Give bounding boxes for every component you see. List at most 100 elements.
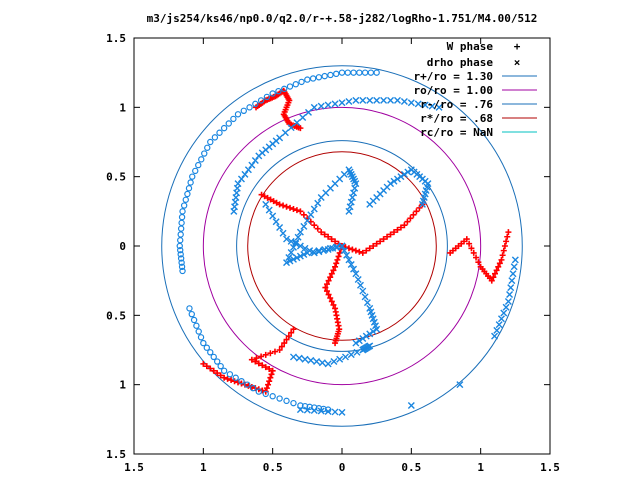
series-2-point-2-3 xyxy=(184,190,191,198)
series-1-point-1-3 xyxy=(244,166,252,174)
series-0-point-15-5 xyxy=(416,204,423,211)
series-0-point-11-2 xyxy=(325,233,332,240)
series-2-point-5-0 xyxy=(234,111,242,118)
series-1-point-34-2 xyxy=(509,270,517,278)
series-2-point-0-0 xyxy=(179,267,186,275)
series-0-point-36-0 xyxy=(200,360,207,367)
series-0-point-19-0 xyxy=(322,284,329,291)
series-0-point-26-3 xyxy=(493,267,500,274)
series-2-point-11-1 xyxy=(203,344,210,351)
series-2-point-10-0 xyxy=(186,305,193,312)
series-1-point-14-5 xyxy=(355,337,363,345)
series-0-point-18-2 xyxy=(328,270,335,277)
series-2-point-3-4 xyxy=(201,150,208,157)
series-1-point-35-3 xyxy=(497,315,505,323)
series-2-point-0-2 xyxy=(178,259,185,266)
series-2-point-4-5 xyxy=(230,115,237,123)
series-0-point-28-0 xyxy=(505,229,512,236)
series-1-point-34-3 xyxy=(508,277,516,285)
legend-label-r-minus: r-/ro = .76 xyxy=(420,98,493,111)
series-1-point-31-1 xyxy=(330,358,338,366)
series-0-point-15-0 xyxy=(401,222,408,229)
y-tick-label-3: 0 xyxy=(119,240,126,253)
series-1-point-7-0 xyxy=(435,103,443,111)
series-2-point-1-3 xyxy=(177,225,185,232)
series-2-point-9-0 xyxy=(373,69,380,76)
series-1-point-11-4 xyxy=(347,260,355,268)
series-2-point-4-3 xyxy=(220,124,228,132)
series-0-point-35-1 xyxy=(217,372,224,379)
series-2-point-13-5 xyxy=(290,399,297,407)
series-1-point-6-3 xyxy=(414,100,422,108)
series-0-point-26-5 xyxy=(496,260,503,267)
series-1-point-4-2 xyxy=(324,101,332,109)
series-2-point-6-1 xyxy=(275,87,282,95)
series-1-point-25-1 xyxy=(300,222,308,230)
series-0-point-14-1 xyxy=(384,233,391,240)
series-2-point-11-5 xyxy=(217,362,224,370)
series-1-point-6-4 xyxy=(421,101,429,109)
series-1-point-39-0 xyxy=(338,408,346,416)
series-1-point-22-5 xyxy=(309,248,317,256)
series-1-point-8-1 xyxy=(265,206,273,214)
series-1-point-18-3 xyxy=(397,173,405,181)
series-1-point-35-0 xyxy=(504,297,512,305)
series-1-point-5-1 xyxy=(359,96,367,104)
series-0-point-13-0 xyxy=(359,249,366,256)
series-0-point-14-5 xyxy=(397,224,404,231)
series-0-point-31-5 xyxy=(266,365,273,372)
x-tick-label-1: 1 xyxy=(200,461,207,474)
series-0-point-27-4 xyxy=(503,238,510,245)
series-0-point-17-3 xyxy=(335,253,342,260)
series-1-point-31-5 xyxy=(353,348,361,356)
series-0-point-26-0 xyxy=(488,277,495,284)
y-tick-label-1: 1 xyxy=(119,379,126,392)
series-1-point-5-0 xyxy=(352,96,360,104)
series-2-point-13-1 xyxy=(262,390,269,398)
series-1-point-14-0 xyxy=(373,325,381,333)
series-2-point-10-2 xyxy=(190,316,198,324)
series-2-point-1-0 xyxy=(176,242,183,250)
series-0-point-26-2 xyxy=(491,270,498,277)
y-tick-label-5: 1 xyxy=(119,101,126,114)
series-1-point-6-5 xyxy=(428,102,436,110)
series-0-point-12-5 xyxy=(356,248,363,255)
series-2-point-4-2 xyxy=(216,129,223,136)
series-1-point-8-4 xyxy=(276,224,284,232)
chart-title: m3/js254/ks46/np0.0/q2.0/r-+.58-j282/log… xyxy=(147,12,538,25)
series-1-point-1-1 xyxy=(237,175,245,183)
series-2-point-3-5 xyxy=(204,144,211,151)
series-0-point-29-2 xyxy=(285,333,292,340)
series-0-point-24-5 xyxy=(475,259,482,266)
series-2-point-5-1 xyxy=(240,107,247,115)
series-0-point-34-2 xyxy=(235,379,241,386)
series-0-point-13-2 xyxy=(366,245,373,252)
series-2-point-11-3 xyxy=(210,353,217,361)
series-1-point-34-4 xyxy=(507,284,515,292)
series-1-point-11-2 xyxy=(343,251,351,259)
series-0-point-10-4 xyxy=(311,222,318,229)
legend-label-ro: ro/ro = 1.00 xyxy=(414,84,493,97)
series-2-point-10-4 xyxy=(195,328,202,335)
series-0-point-7-0 xyxy=(297,125,304,132)
series-0-point-24-0 xyxy=(463,236,470,243)
series-1-point-12-1 xyxy=(354,276,362,284)
series-1-point-3-3 xyxy=(293,119,301,127)
series-0-point-15-1 xyxy=(404,218,411,225)
series-2-point-1-5 xyxy=(178,213,186,221)
legend-label-r-star: r*/ro = .68 xyxy=(420,112,493,125)
series-0-point-27-5 xyxy=(504,233,511,240)
series-1-point-4-3 xyxy=(331,100,339,108)
series-2-point-13-0 xyxy=(255,388,262,395)
series-1-point-24-4 xyxy=(292,238,300,246)
series-1-point-14-1 xyxy=(369,328,377,336)
series-1 xyxy=(230,96,519,416)
series-2-point-4-4 xyxy=(225,120,232,127)
series-2-point-13-2 xyxy=(269,393,276,400)
series-0-point-9-2 xyxy=(283,203,290,210)
series-2-point-3-0 xyxy=(189,173,196,180)
series-1-point-8-5 xyxy=(279,229,287,237)
series-0-point-33-5 xyxy=(245,382,252,389)
series-1-point-5-3 xyxy=(373,96,381,104)
series-2-point-5-3 xyxy=(252,100,259,108)
